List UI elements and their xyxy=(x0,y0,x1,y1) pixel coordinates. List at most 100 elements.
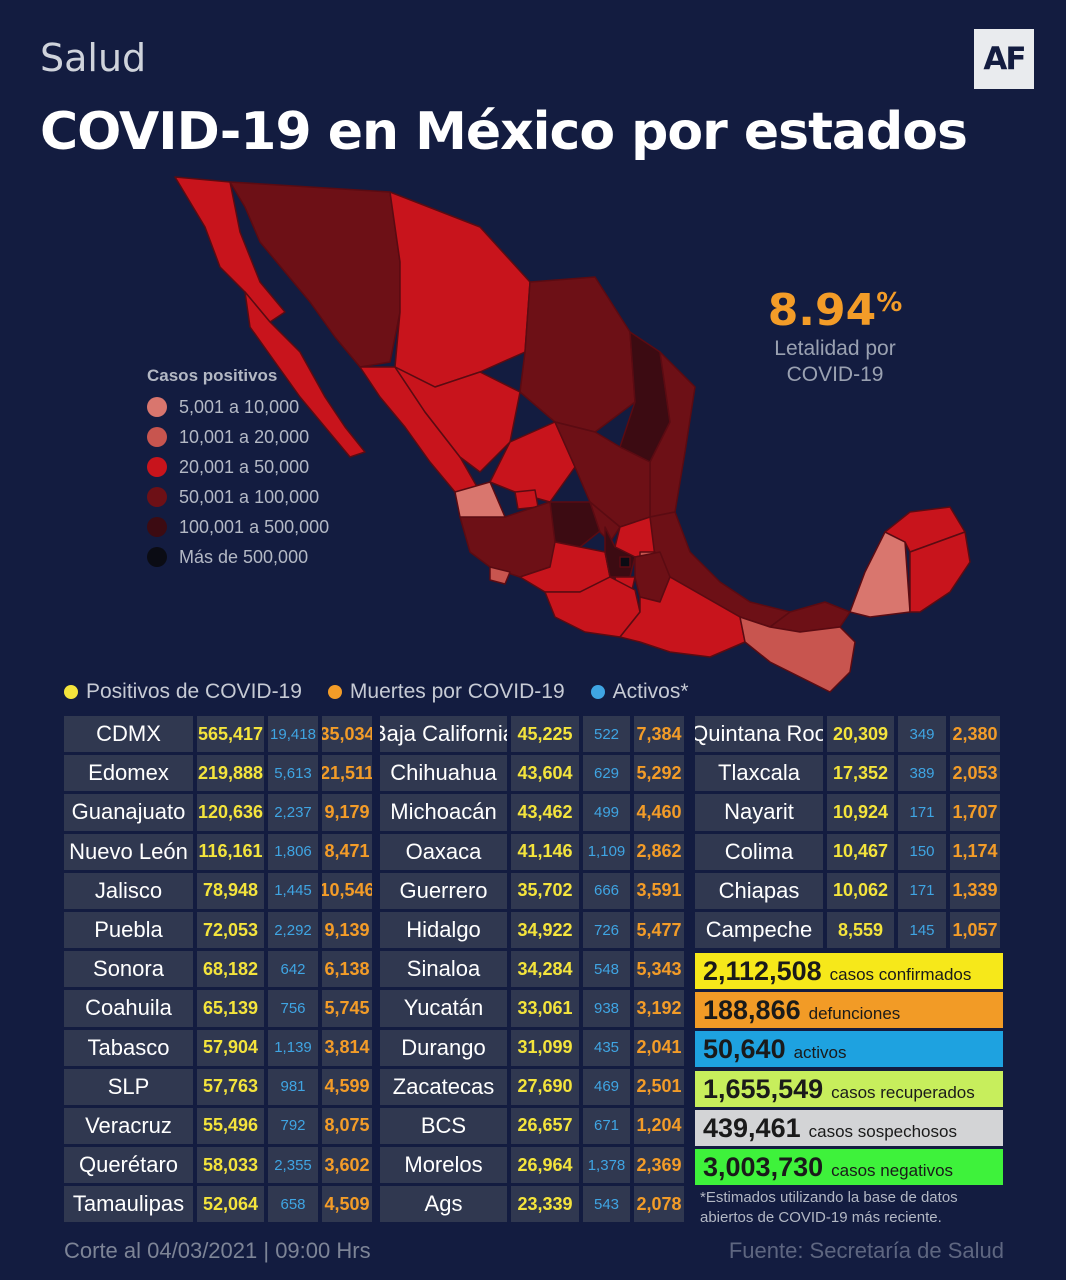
state-row: Jalisco 78,948 1,445 10,546 xyxy=(64,872,376,912)
state-row: Oaxaca 41,146 1,109 2,862 xyxy=(380,833,688,873)
state-guanajuato xyxy=(549,501,606,548)
letalidad-number: 8.94 xyxy=(767,285,877,336)
legend-label: 10,001 a 20,000 xyxy=(179,426,310,447)
positivos-value: 565,417 xyxy=(197,716,264,753)
state-name: Coahuila xyxy=(64,990,193,1027)
mexico-map xyxy=(174,176,971,693)
positivos-value: 23,339 xyxy=(511,1186,579,1223)
state-row: CDMX 565,417 19,418 35,034 xyxy=(64,716,376,755)
legend-item: Más de 500,000 xyxy=(147,542,329,572)
state-name: Zacatecas xyxy=(380,1068,507,1105)
activos-value: 499 xyxy=(583,794,630,831)
totals-panel: 2,112,508 casos confirmados 188,866 defunci… xyxy=(695,953,1003,1188)
total-label: casos sospechosos xyxy=(808,1121,957,1141)
state-row: Nayarit 10,924 171 1,707 xyxy=(695,794,1004,833)
legend-label: 50,001 a 100,000 xyxy=(179,486,320,507)
legend-item: 10,001 a 20,000 xyxy=(147,422,329,452)
state-row: Puebla 72,053 2,292 9,139 xyxy=(64,911,376,951)
legend-item: 50,001 a 100,000 xyxy=(147,482,329,512)
state-baja-california xyxy=(174,176,286,323)
positivos-value: 43,604 xyxy=(511,755,579,792)
muertes-value: 9,139 xyxy=(322,911,372,949)
state-name: Jalisco xyxy=(64,872,193,909)
letalidad-label-1: Letalidad por xyxy=(774,337,896,360)
state-row: Guerrero 35,702 666 3,591 xyxy=(380,872,688,912)
state-name: Durango xyxy=(380,1029,507,1066)
state-row: Tamaulipas 52,064 658 4,509 xyxy=(64,1186,376,1225)
activos-value: 435 xyxy=(583,1029,630,1066)
legend-swatch xyxy=(147,457,167,477)
positivos-value: 57,904 xyxy=(197,1029,264,1066)
state-row: Sinaloa 34,284 548 5,343 xyxy=(380,951,688,990)
muertes-value: 9,179 xyxy=(322,794,372,831)
positivos-value: 34,922 xyxy=(511,911,579,949)
total-value: 50,640 xyxy=(703,1034,786,1065)
state-row: Zacatecas 27,690 469 2,501 xyxy=(380,1068,688,1108)
activos-value: 629 xyxy=(583,755,630,792)
positivos-value: 58,033 xyxy=(197,1147,264,1184)
activos-value: 5,613 xyxy=(268,755,318,792)
key-dot xyxy=(590,685,605,699)
muertes-value: 6,138 xyxy=(322,951,372,988)
positivos-value: 31,099 xyxy=(511,1029,579,1066)
state-colima xyxy=(489,566,511,585)
positivos-value: 33,061 xyxy=(511,990,579,1027)
muertes-value: 2,380 xyxy=(950,716,1000,753)
letalidad-label-2: COVID-19 xyxy=(786,363,884,386)
state-bcs xyxy=(244,291,366,458)
state-name: Querétaro xyxy=(64,1147,193,1184)
state-name: Oaxaca xyxy=(380,833,507,870)
activos-value: 349 xyxy=(898,716,946,753)
state-cdmx xyxy=(619,556,631,568)
letalidad-unit: % xyxy=(876,288,903,318)
activos-value: 2,292 xyxy=(268,911,318,949)
muertes-value: 2,862 xyxy=(634,833,684,870)
muertes-value: 5,343 xyxy=(634,951,684,988)
total-value: 3,003,730 xyxy=(703,1151,824,1182)
footnote: *Estimados utilizando la base de datos a… xyxy=(700,1189,958,1226)
positivos-value: 34,284 xyxy=(511,951,579,988)
total-value: 188,866 xyxy=(703,995,801,1026)
state-name: CDMX xyxy=(64,716,193,753)
state-row: Hidalgo 34,922 726 5,477 xyxy=(380,911,688,951)
state-name: Yucatán xyxy=(380,990,507,1027)
page-title: COVID-19 en México por estados xyxy=(40,102,968,162)
state-name: Veracruz xyxy=(64,1107,193,1145)
muertes-value: 2,078 xyxy=(634,1186,684,1223)
activos-value: 756 xyxy=(268,990,318,1027)
legend-item: 100,001 a 500,000 xyxy=(147,512,329,542)
legend-title: Casos positivos xyxy=(147,366,278,385)
state-name: BCS xyxy=(380,1107,507,1145)
state-chiapas xyxy=(739,616,856,693)
activos-value: 938 xyxy=(583,990,630,1027)
state-row: Coahuila 65,139 756 5,745 xyxy=(64,990,376,1029)
positivos-value: 68,182 xyxy=(197,951,264,988)
muertes-value: 5,745 xyxy=(322,990,372,1027)
positivos-value: 52,064 xyxy=(197,1186,264,1223)
total-value: 439,461 xyxy=(703,1112,801,1143)
positivos-value: 116,161 xyxy=(197,833,264,870)
state-row: Tabasco 57,904 1,139 3,814 xyxy=(64,1029,376,1069)
muertes-value: 2,501 xyxy=(634,1068,684,1105)
activos-value: 1,109 xyxy=(583,833,630,870)
total-value: 2,112,508 xyxy=(703,956,822,986)
letalidad-value: 8.94% xyxy=(740,285,930,336)
positivos-value: 78,948 xyxy=(197,872,264,909)
state-row: Sonora 68,182 642 6,138 xyxy=(64,951,376,990)
muertes-value: 4,509 xyxy=(322,1186,372,1223)
state-chihuahua xyxy=(389,191,531,388)
total-row: 2,112,508 casos confirmados xyxy=(695,953,1003,989)
activos-value: 981 xyxy=(268,1068,318,1105)
legend-swatch xyxy=(147,487,167,507)
state-row: Chiapas 10,062 171 1,339 xyxy=(695,872,1004,912)
activos-value: 1,378 xyxy=(583,1147,630,1184)
positivos-value: 26,964 xyxy=(511,1147,579,1184)
table-column-1: CDMX 565,417 19,418 35,034 Edomex 219,888 5,61… xyxy=(64,716,376,1225)
muertes-value: 5,292 xyxy=(634,755,684,792)
state-row: Querétaro 58,033 2,355 3,602 xyxy=(64,1147,376,1186)
key-item: Activos* xyxy=(590,680,689,704)
positivos-value: 26,657 xyxy=(511,1107,579,1145)
state-name: Nuevo León xyxy=(64,833,193,870)
state-name: Campeche xyxy=(695,911,823,949)
